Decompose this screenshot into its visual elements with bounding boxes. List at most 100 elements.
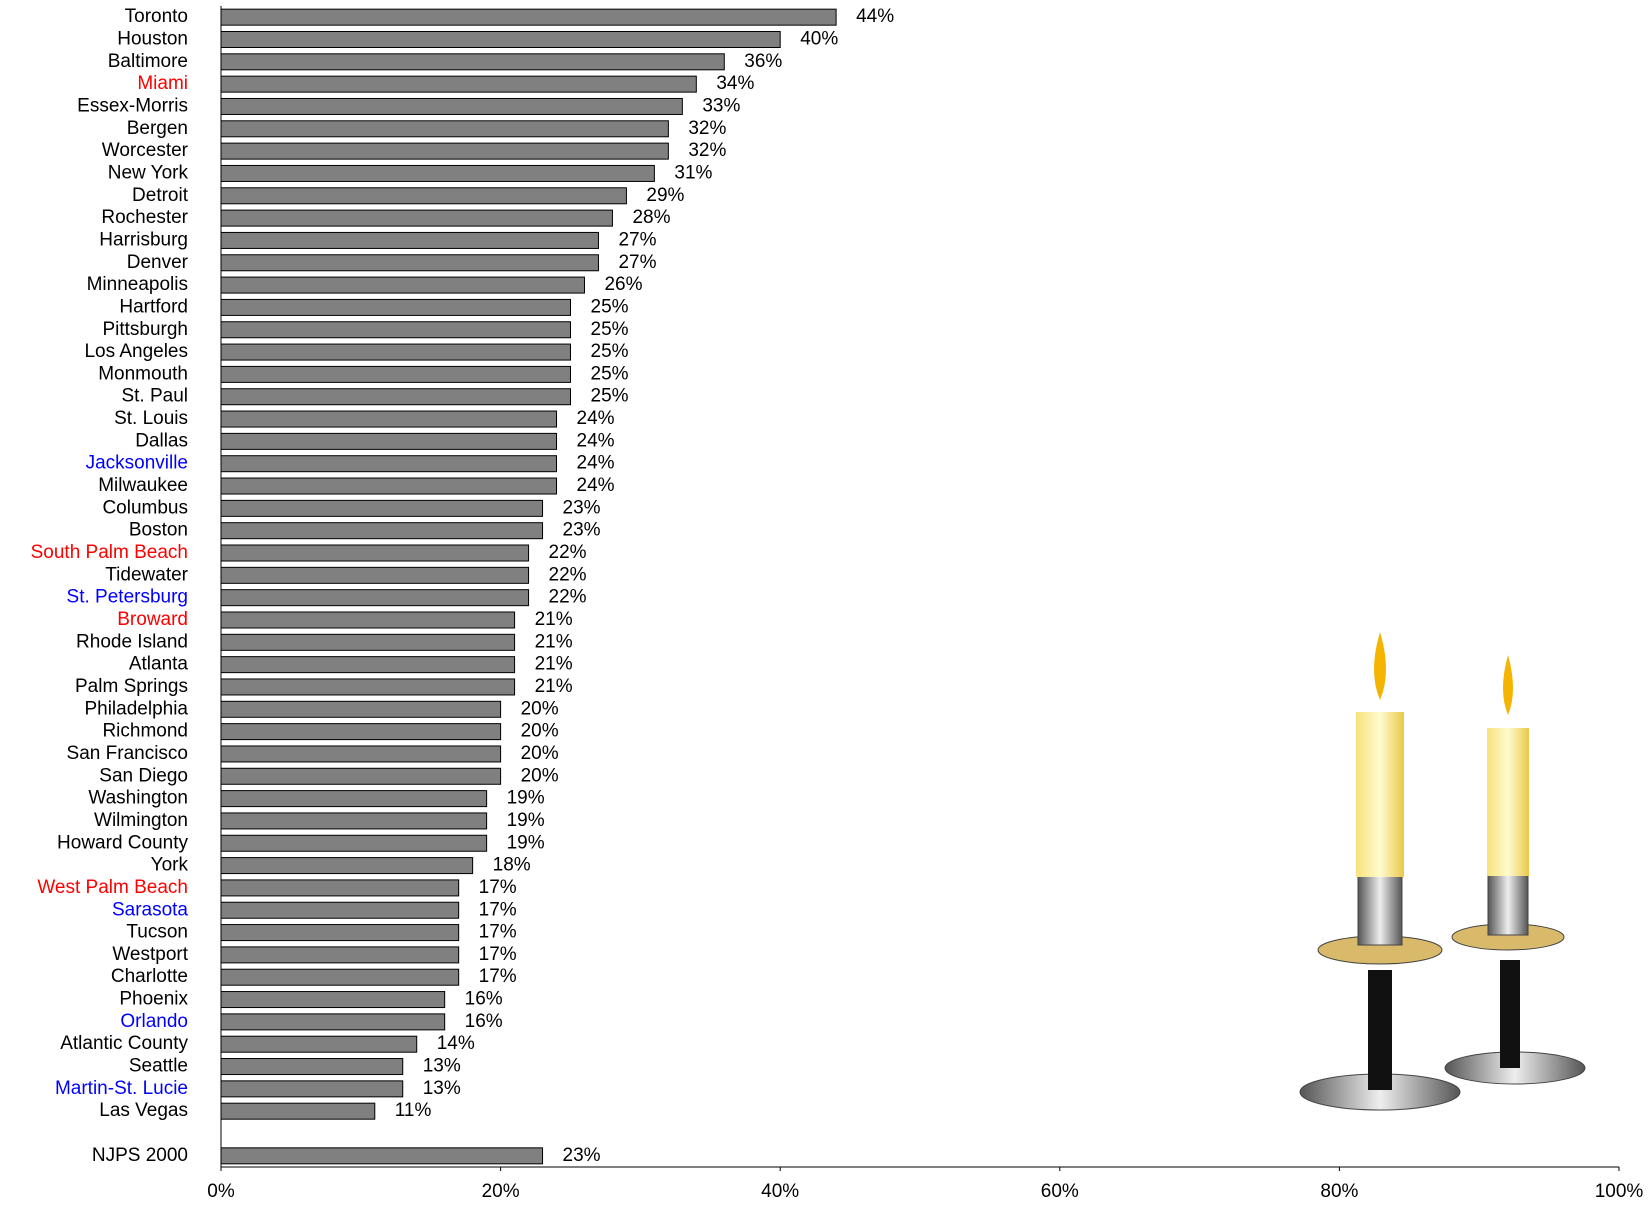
bar <box>220 388 571 406</box>
value-label: 32% <box>688 118 726 139</box>
bar <box>220 544 530 562</box>
value-label: 13% <box>423 1056 461 1077</box>
value-label: 18% <box>493 855 531 876</box>
y-tick-label: Rhode Island <box>76 631 188 652</box>
value-label: 29% <box>646 185 684 206</box>
value-label: 27% <box>618 252 656 273</box>
y-tick-label: Phoenix <box>119 989 188 1010</box>
value-label: 25% <box>591 296 629 317</box>
bar <box>220 1080 404 1098</box>
value-label: 36% <box>744 51 782 72</box>
value-label: 20% <box>521 698 559 719</box>
bar <box>220 901 460 919</box>
bar <box>220 120 669 138</box>
bar <box>220 1058 404 1076</box>
bar <box>220 723 502 741</box>
bar <box>220 611 516 629</box>
y-tick-label: West Palm Beach <box>37 877 188 898</box>
y-tick-label: Harrisburg <box>99 229 188 250</box>
value-label: 44% <box>856 6 894 27</box>
y-tick-label: Baltimore <box>108 51 188 72</box>
value-label: 11% <box>395 1100 432 1121</box>
y-tick-label: Bergen <box>127 118 188 139</box>
bar <box>220 522 544 540</box>
y-tick-label: St. Paul <box>121 386 188 407</box>
y-tick-label: Orlando <box>120 1011 188 1032</box>
y-tick-label: Sarasota <box>112 899 188 920</box>
bar <box>220 321 571 339</box>
y-tick-label: York <box>151 855 189 876</box>
value-label: 21% <box>535 631 573 652</box>
value-label: 40% <box>800 29 838 50</box>
candles-illustration <box>1299 632 1586 1111</box>
value-label: 19% <box>507 788 545 809</box>
y-tick-label: Howard County <box>57 832 188 853</box>
value-label: 20% <box>521 721 559 742</box>
y-tick-label: Minneapolis <box>87 274 188 295</box>
value-label: 24% <box>577 430 615 451</box>
bar <box>220 1013 446 1031</box>
value-label: 25% <box>591 386 629 407</box>
value-label: 16% <box>465 989 503 1010</box>
bar <box>220 365 571 383</box>
bar <box>220 75 697 93</box>
bar <box>220 499 544 517</box>
y-tick-label: Hartford <box>119 296 188 317</box>
bar <box>220 633 516 651</box>
value-label: 27% <box>618 229 656 250</box>
y-tick-label: Seattle <box>129 1056 188 1077</box>
y-tick-label: Toronto <box>125 6 188 27</box>
bar <box>220 142 669 160</box>
value-label: 23% <box>563 497 601 518</box>
y-tick-label: Atlantic County <box>60 1033 188 1054</box>
bar <box>220 767 502 785</box>
x-tick-label: 80% <box>1320 1181 1358 1202</box>
bar <box>220 812 488 830</box>
value-label: 25% <box>591 319 629 340</box>
bar <box>220 455 558 473</box>
bar <box>220 343 571 361</box>
bar <box>220 254 599 272</box>
y-tick-label: Las Vegas <box>99 1100 188 1121</box>
y-tick-label: Detroit <box>132 185 189 206</box>
bar <box>220 745 502 763</box>
value-label: 25% <box>591 363 629 384</box>
value-label: 17% <box>479 922 517 943</box>
y-tick-label: Tidewater <box>105 564 188 585</box>
y-tick-label: Jacksonville <box>86 453 188 474</box>
value-label: 19% <box>507 832 545 853</box>
x-tick-label: 40% <box>761 1181 799 1202</box>
y-tick-label: Miami <box>137 73 188 94</box>
value-label: 21% <box>535 676 573 697</box>
value-label: 14% <box>437 1033 475 1054</box>
bar <box>220 276 585 294</box>
bar <box>220 656 516 674</box>
bar <box>220 187 627 205</box>
y-tick-label: Martin-St. Lucie <box>55 1078 188 1099</box>
bar <box>220 879 460 897</box>
y-tick-label: Boston <box>129 520 188 541</box>
bar <box>220 97 683 115</box>
y-tick-label: New York <box>108 162 189 183</box>
bar <box>220 1035 418 1053</box>
y-tick-label: Charlotte <box>111 966 188 987</box>
bar <box>220 410 558 428</box>
y-tick-label: Worcester <box>102 140 189 161</box>
bar <box>220 231 599 249</box>
bar <box>220 968 460 986</box>
value-label: 17% <box>479 877 517 898</box>
value-label: 16% <box>465 1011 503 1032</box>
y-tick-label: Monmouth <box>98 363 188 384</box>
value-label: 26% <box>604 274 642 295</box>
y-tick-label: Palm Springs <box>75 676 188 697</box>
y-tick-label: Columbus <box>102 497 188 518</box>
value-label: 19% <box>507 810 545 831</box>
bar <box>220 164 655 182</box>
y-tick-label: Dallas <box>135 430 188 451</box>
y-tick-label: St. Petersburg <box>67 587 188 608</box>
bar <box>220 209 613 227</box>
value-label: 24% <box>577 475 615 496</box>
x-tick-label: 0% <box>207 1181 235 1202</box>
x-tick-label: 60% <box>1041 1181 1079 1202</box>
